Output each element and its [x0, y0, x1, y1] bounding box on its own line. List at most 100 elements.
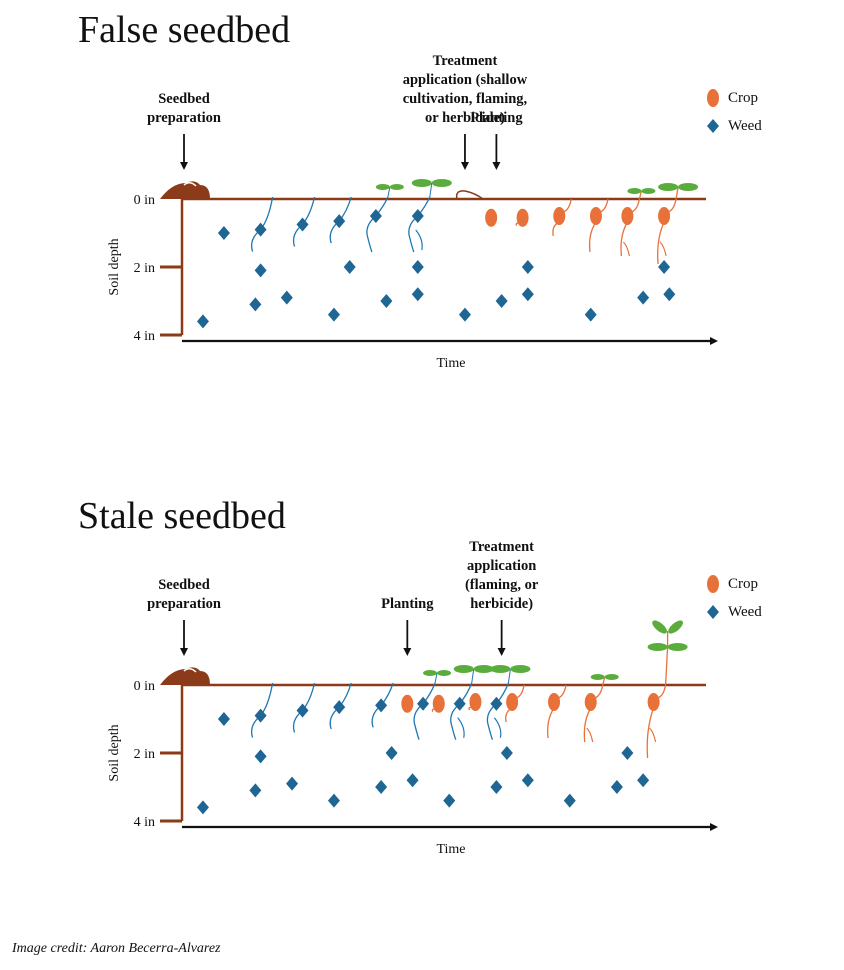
annotation-arrows: [180, 620, 506, 656]
weed-seed: [453, 696, 466, 711]
cotyledon-leaf: [423, 670, 438, 676]
crop-root: [657, 221, 665, 265]
soil-mound: [160, 181, 210, 199]
legend-label: Weed: [728, 117, 762, 134]
germinating-weed: [292, 196, 316, 247]
cotyledon-leaf: [627, 188, 642, 194]
weed-seed: [333, 700, 346, 715]
weed-seed: [411, 209, 424, 223]
germinating-weeds: [250, 665, 531, 740]
crop-stem: [675, 186, 679, 200]
germinating-weed: [413, 670, 452, 740]
crop-root-branch: [649, 727, 657, 743]
weed-seed: [254, 749, 267, 764]
axes: 0 in 2 in 4 in Soil depth Time: [107, 679, 718, 857]
weed-seed: [327, 307, 340, 322]
diagram-scene: 0 in 2 in 4 in Soil depth Time: [107, 620, 718, 857]
weed-seed: [417, 696, 430, 711]
crop-root-branch: [622, 241, 630, 257]
crop-plant: [431, 694, 445, 713]
weed-seed: [333, 214, 346, 229]
germinating-weed: [250, 196, 274, 252]
weed-seed-icon: [707, 119, 719, 133]
germinating-weed: [292, 682, 316, 733]
false-seedbed-panel: False seedbed Crop Weed Seedbed preparati…: [0, 0, 844, 420]
crop-plant: [620, 188, 656, 257]
crop-root: [620, 221, 628, 257]
legend-label: Weed: [728, 603, 762, 620]
legend-item-crop: Crop: [706, 570, 762, 598]
true-leaf: [652, 620, 667, 634]
time-axis-arrowhead: [710, 823, 718, 831]
annotation-line: Planting: [470, 110, 523, 126]
crop-seed: [553, 207, 566, 225]
crop-shoot: [515, 684, 525, 699]
weed-seed: [249, 297, 262, 312]
stale-seedbed-panel: Stale seedbed Crop Weed Seedbed preparati…: [0, 486, 844, 906]
crop-plant: [505, 684, 525, 723]
weed-stem: [429, 182, 433, 198]
weed-seed: [637, 773, 650, 788]
cotyledon-leaf: [647, 643, 668, 651]
depth-tick-label: 2 in: [134, 747, 155, 762]
weed-seed: [217, 226, 230, 240]
weed-seed: [610, 780, 623, 794]
crop-stem: [638, 190, 643, 200]
annotation-line: (flaming, or: [464, 577, 539, 593]
annotation-planting: Planting: [406, 109, 586, 128]
crop-plant: [583, 674, 619, 743]
cotyledon-leaf: [375, 184, 390, 190]
weed-seed-icon: [707, 605, 719, 619]
crop-seed: [432, 694, 445, 713]
annotation-arrow-head: [180, 648, 188, 656]
annotation-line: preparation: [147, 110, 221, 126]
panel-title: Stale seedbed: [78, 495, 286, 537]
weed-stem: [434, 672, 438, 684]
weed-seed: [375, 780, 388, 794]
weed-root: [366, 215, 377, 253]
weed-seed: [217, 712, 230, 726]
soil-mound-icon: [160, 181, 210, 199]
crop-seed: [584, 693, 597, 711]
y-axis-label: Soil depth: [107, 238, 122, 295]
depth-tick-label: 4 in: [134, 329, 155, 344]
legend: Crop Weed: [706, 84, 762, 140]
crop-shoot: [557, 684, 567, 699]
crop-plant: [552, 198, 572, 237]
weed-seed: [196, 314, 209, 329]
crop-plant: [515, 208, 529, 227]
weed-seed: [254, 708, 267, 723]
weed-seed: [380, 294, 393, 308]
axes: 0 in 2 in 4 in Soil depth Time: [107, 193, 718, 371]
weed-seed: [196, 800, 209, 815]
diagram-scene: 0 in 2 in 4 in Soil depth Time: [107, 134, 718, 371]
crop-seed: [516, 208, 529, 227]
image-credit: Image credit: Aaron Becerra-Alvarez: [12, 941, 221, 956]
cotyledon-leaf: [411, 179, 432, 187]
crop-shoot: [599, 198, 609, 213]
crop-plant: [485, 208, 498, 227]
weed-seed: [584, 307, 597, 322]
weed-seed: [296, 217, 309, 232]
soil-mound: [160, 667, 210, 685]
weed-seed: [521, 773, 534, 788]
crop-shoot: [594, 684, 604, 699]
weed-seed: [411, 287, 424, 302]
crop-plant: [547, 684, 567, 739]
crop-shoot: [657, 684, 667, 699]
cotyledon-leaf: [389, 184, 404, 190]
crop-plant: [646, 620, 688, 759]
annotation-line: or herbicide): [425, 110, 505, 126]
panel-title: False seedbed: [78, 9, 291, 51]
weed-root: [450, 703, 461, 740]
crop-root-branch: [659, 241, 667, 257]
crop-plant: [401, 694, 414, 713]
depth-tick-label: 2 in: [134, 261, 155, 276]
weed-seed: [286, 776, 299, 791]
annotation-line: preparation: [147, 596, 221, 612]
cotyledon-leaf: [604, 674, 619, 680]
weed-stem: [471, 668, 475, 684]
weed-stem: [387, 186, 391, 198]
weed-seed: [443, 793, 456, 808]
legend-item-crop: Crop: [706, 84, 762, 112]
